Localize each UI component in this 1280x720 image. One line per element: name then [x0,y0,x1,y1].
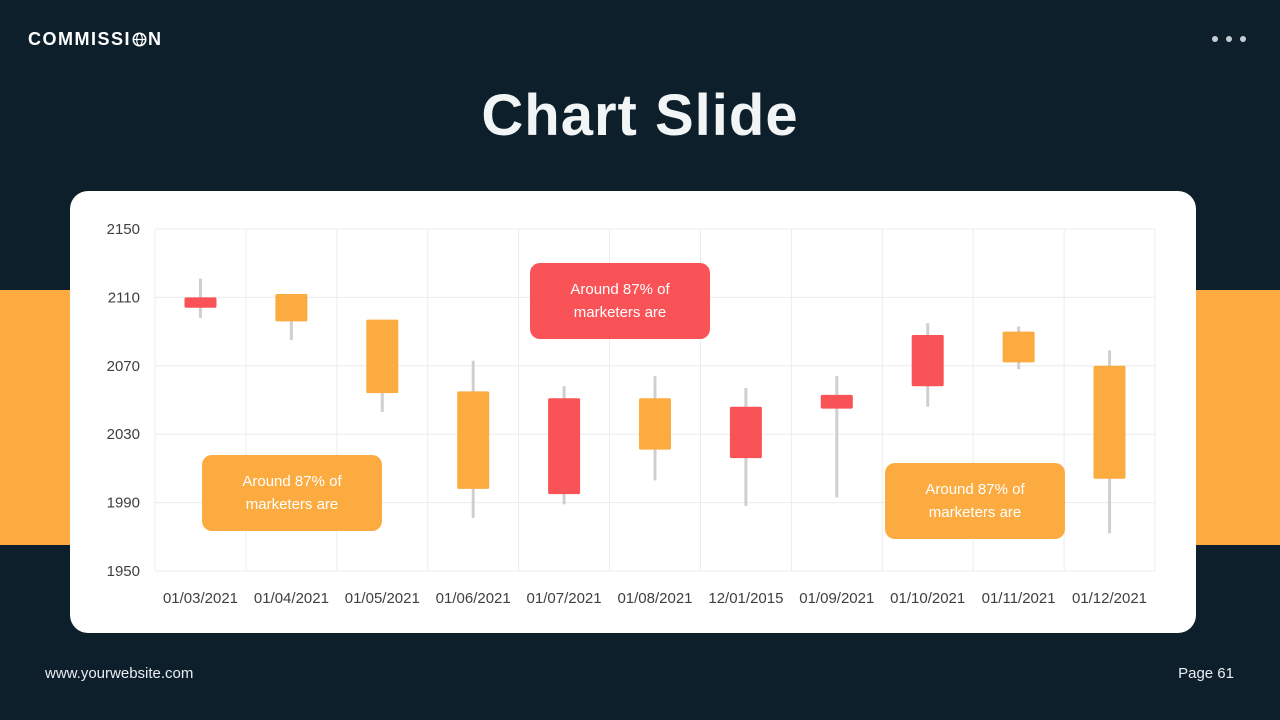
page-title: Chart Slide [481,83,799,148]
callout-text-line1: Around 87% of [242,473,342,490]
dot-icon [1226,36,1232,42]
brand-logo: COMMISSI N [28,29,163,50]
svg-text:01/08/2021: 01/08/2021 [617,590,692,607]
annotation-callout-left: Around 87% of marketers are [202,455,382,531]
callout-text-line2: marketers are [573,304,667,321]
dot-icon [1240,36,1246,42]
globe-icon [132,32,147,47]
svg-text:01/04/2021: 01/04/2021 [254,590,329,607]
svg-text:2030: 2030 [107,426,140,443]
svg-text:2150: 2150 [107,221,140,238]
callout-text-line2: marketers are [245,496,339,513]
svg-text:01/11/2021: 01/11/2021 [982,590,1056,607]
svg-text:1990: 1990 [107,495,140,512]
more-options-button[interactable] [1212,36,1246,42]
right-accent-bar [1187,290,1280,545]
svg-text:2070: 2070 [107,358,140,375]
callout-text-line1: Around 87% of [925,481,1025,498]
logo-text-prefix: COMMISSI [28,29,132,49]
candlestick-chart: 2150 2110 2070 2030 1990 1950 01/03/2021 01/04/… [107,221,1156,607]
svg-text:1950: 1950 [107,563,140,580]
annotation-callout-top: Around 87% of marketers are [530,263,710,339]
svg-text:01/03/2021: 01/03/2021 [163,590,238,607]
svg-text:12/01/2015: 12/01/2015 [708,590,783,607]
svg-text:01/10/2021: 01/10/2021 [890,590,965,607]
svg-text:01/05/2021: 01/05/2021 [345,590,420,607]
svg-text:01/07/2021: 01/07/2021 [527,590,602,607]
svg-text:01/09/2021: 01/09/2021 [799,590,874,607]
annotation-callout-right: Around 87% of marketers are [885,463,1065,539]
callout-text-line1: Around 87% of [570,281,670,298]
callout-text-line2: marketers are [928,504,1022,521]
website-link[interactable]: www.yourwebsite.com [45,665,194,682]
svg-text:01/06/2021: 01/06/2021 [436,590,511,607]
logo-text-suffix: N [148,29,163,49]
chart-card: 2150 2110 2070 2030 1990 1950 01/03/2021 01/04/… [70,191,1196,633]
left-accent-bar [0,290,72,545]
svg-text:01/12/2021: 01/12/2021 [1072,590,1147,607]
dot-icon [1212,36,1218,42]
svg-text:2110: 2110 [108,289,140,306]
page-number: Page 61 [1178,665,1234,682]
